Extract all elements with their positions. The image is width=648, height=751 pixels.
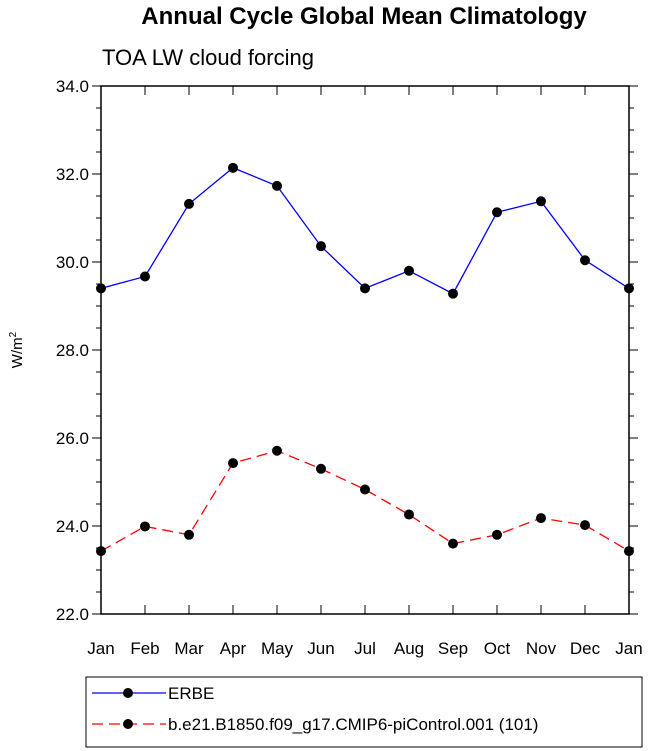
data-point-series-0 — [360, 283, 370, 294]
data-point-series-0 — [140, 271, 150, 282]
data-point-series-1 — [360, 484, 370, 495]
x-tick-label: Jan — [615, 639, 642, 658]
chart-title: Annual Cycle Global Mean Climatology — [141, 3, 587, 30]
data-point-series-1 — [140, 521, 150, 532]
data-point-series-0 — [316, 241, 326, 252]
data-point-series-1 — [492, 529, 502, 540]
legend-label-erbe: ERBE — [168, 684, 214, 703]
y-tick-label: 26.0 — [56, 429, 89, 448]
legend-entry-erbe: ERBE — [92, 684, 214, 703]
data-point-series-0 — [580, 255, 590, 266]
x-tick-label: May — [261, 639, 294, 658]
data-point-series-0 — [96, 283, 106, 294]
legend-box — [85, 676, 643, 748]
data-point-series-1 — [316, 463, 326, 474]
legend-label-model: b.e21.B1850.f09_g17.CMIP6-piControl.001 … — [168, 715, 538, 734]
y-tick-label: 22.0 — [56, 605, 89, 624]
data-point-series-0 — [184, 198, 194, 209]
data-point-series-0 — [492, 207, 502, 218]
plot-frame — [100, 85, 630, 615]
x-tick-label: Jun — [307, 639, 334, 658]
plot-area: 22.0 24.0 26.0 28.0 30.0 32.0 34.0 Jan Feb Mar Apr… — [56, 77, 643, 658]
data-point-series-1 — [184, 529, 194, 540]
data-point-series-1 — [448, 538, 458, 549]
x-tick-label: Oct — [484, 639, 511, 658]
series-line-0 — [100, 167, 630, 295]
series-line-1 — [100, 450, 630, 552]
x-tick-label: Mar — [174, 639, 204, 658]
data-point-series-1 — [96, 546, 106, 557]
data-point-series-0 — [228, 162, 238, 173]
y-tick-label: 28.0 — [56, 341, 89, 360]
x-tick-label: Aug — [394, 639, 424, 658]
legend-marker-erbe — [123, 688, 133, 698]
y-tick-label: 32.0 — [56, 165, 89, 184]
y-tick-label: 34.0 — [56, 77, 89, 96]
data-point-series-0 — [404, 265, 414, 276]
data-point-series-1 — [404, 509, 414, 520]
data-point-series-1 — [228, 458, 238, 469]
data-point-series-1 — [580, 520, 590, 531]
data-point-series-0 — [272, 180, 282, 191]
legend-entry-model: b.e21.B1850.f09_g17.CMIP6-piControl.001 … — [92, 715, 538, 734]
data-point-series-0 — [536, 196, 546, 207]
data-point-series-1 — [272, 445, 282, 456]
chart-subtitle: TOA LW cloud forcing — [102, 45, 314, 70]
x-tick-label: Jan — [87, 639, 114, 658]
x-tick-label: Sep — [438, 639, 468, 658]
data-point-series-0 — [624, 283, 634, 294]
legend: ERBE b.e21.B1850.f09_g17.CMIP6-piControl… — [85, 676, 643, 748]
y-tick-label: 24.0 — [56, 517, 89, 536]
data-point-series-1 — [536, 513, 546, 524]
data-point-series-1 — [624, 546, 634, 557]
y-tick-label: 30.0 — [56, 253, 89, 272]
x-tick-label: Dec — [570, 639, 601, 658]
x-tick-label: Feb — [130, 639, 159, 658]
x-tick-label: Jul — [354, 639, 376, 658]
x-tick-label: Nov — [526, 639, 557, 658]
data-point-series-0 — [448, 288, 458, 299]
y-axis-label: W/m2 — [8, 331, 26, 368]
legend-marker-model — [123, 719, 133, 729]
x-tick-label: Apr — [220, 639, 247, 658]
